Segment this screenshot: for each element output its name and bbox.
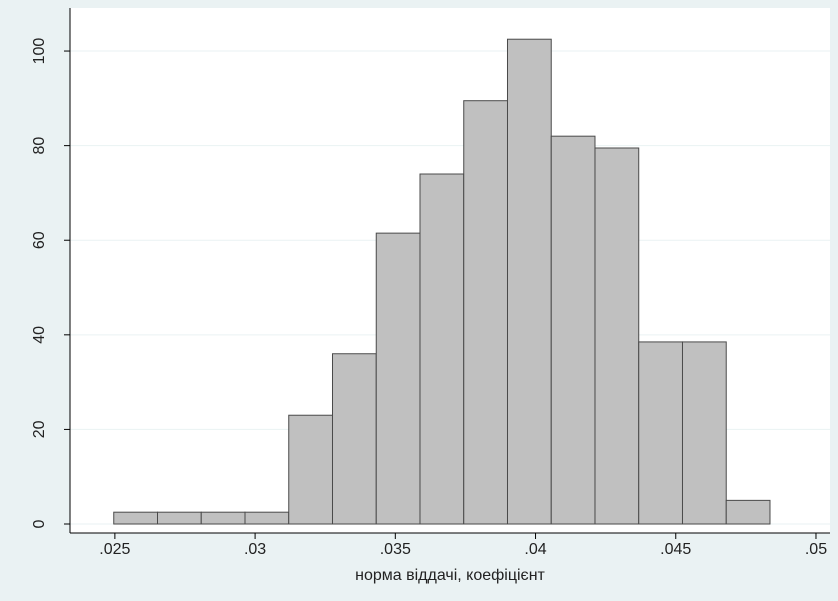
bar	[681, 341, 727, 525]
bar	[506, 38, 552, 525]
bar	[594, 147, 640, 525]
x-tick-label: .03	[244, 541, 266, 558]
bar	[331, 353, 377, 525]
bar	[419, 173, 465, 525]
y-tick-label: 80	[31, 137, 48, 155]
bar	[113, 511, 158, 525]
x-tick-label: .05	[805, 541, 827, 558]
y-tick-label: 0	[31, 519, 48, 528]
y-tick-label: 20	[31, 420, 48, 438]
bar	[244, 511, 290, 525]
x-tick-label: .04	[524, 541, 546, 558]
y-tick-label: 60	[31, 231, 48, 249]
bar	[463, 100, 508, 525]
bar	[288, 414, 333, 525]
bar	[200, 511, 246, 525]
y-tick-label: 100	[31, 38, 48, 65]
x-tick-label: .035	[380, 541, 411, 558]
x-tick-label: .045	[660, 541, 691, 558]
bar	[638, 341, 683, 525]
bar	[375, 232, 421, 525]
bar	[725, 499, 771, 525]
bar	[550, 135, 596, 525]
y-tick-label: 40	[31, 326, 48, 344]
x-axis-label: норма віддачі, коефіцієнт	[355, 567, 545, 584]
bar	[156, 511, 202, 525]
x-tick-label: .025	[99, 541, 130, 558]
